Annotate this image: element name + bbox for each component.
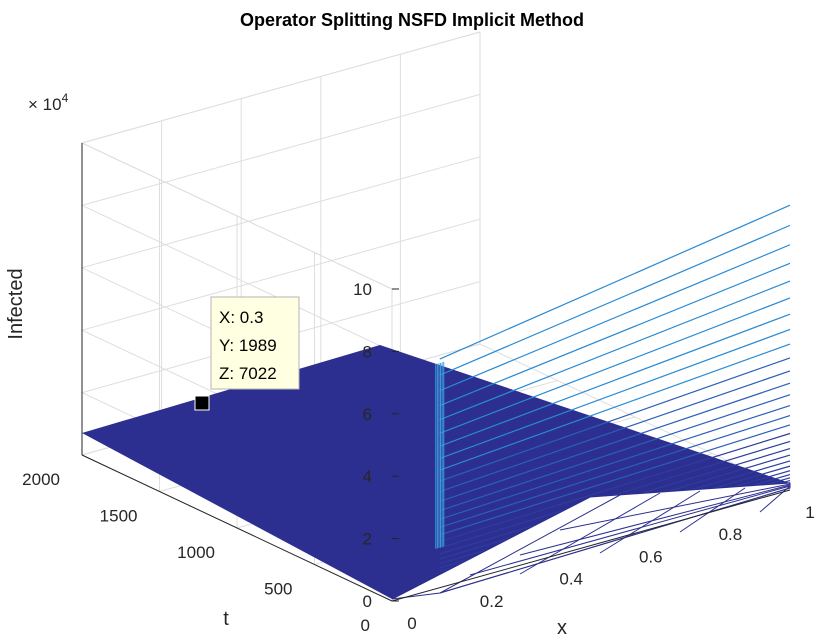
wall-line-horizontal: [439, 404, 791, 520]
t-axis-ticks: 0 500 1000 1500 2000: [22, 470, 370, 635]
z-tick-label: 2: [363, 530, 372, 549]
x-tick-label: 0.2: [480, 592, 504, 611]
z-tick-label: 6: [363, 405, 372, 424]
z-axis-label: Infected: [5, 268, 27, 339]
wall-line-horizontal: [439, 394, 791, 512]
valley-mesh: [391, 483, 791, 600]
datatip-box: [210, 296, 300, 390]
t-axis-label: t: [223, 608, 229, 630]
z-exponent-label: × 104: [28, 91, 69, 114]
wall-line-horizontal: [439, 262, 791, 407]
wall-line-horizontal: [439, 297, 791, 434]
wall-line-horizontal: [439, 224, 791, 376]
axes: [81, 143, 791, 602]
x-tick-label: 0: [407, 614, 416, 633]
wall-line-horizontal: [439, 424, 791, 536]
x-tick-label: 1: [805, 503, 814, 522]
wall-line-horizontal: [439, 440, 791, 549]
t-tick-label: 0: [361, 616, 370, 635]
valley-mesh-line: [469, 485, 791, 576]
x-axis-ticks: 0 0.2 0.4 0.6 0.8 1: [407, 503, 814, 633]
wall-line-horizontal: [439, 280, 791, 421]
datatip-z: Z: 7022: [219, 364, 277, 383]
x-tick-label: 0.8: [719, 525, 743, 544]
z-tick-label: 8: [363, 342, 372, 361]
t-tick-label: 1500: [100, 507, 138, 526]
valley-mesh-line: [599, 490, 701, 554]
grid-top-edge: [80, 31, 481, 290]
wall-line-horizontal: [439, 414, 791, 528]
datatip[interactable]: X: 0.3 Y: 1989 Z: 7022: [194, 296, 300, 411]
valley-mesh-line: [439, 487, 791, 594]
x-axis-label: x: [557, 617, 567, 639]
datatip-y: Y: 1989: [219, 336, 277, 355]
wall-line-horizontal: [439, 357, 791, 482]
wall-line-horizontal: [439, 432, 791, 543]
t-tick-label: 2000: [22, 470, 60, 489]
valley-mesh-line: [519, 492, 661, 575]
t-tick-label: 1000: [177, 543, 215, 562]
datatip-marker[interactable]: [194, 395, 210, 411]
wall-line-horizontal: [439, 382, 791, 503]
valley-mesh-line: [559, 483, 791, 531]
t-tick-label: 500: [264, 580, 292, 599]
grid-line-z: [80, 31, 481, 290]
z-tick-label: 10: [353, 280, 372, 299]
wall-line-horizontal: [439, 204, 791, 360]
valley-mesh-line: [439, 494, 621, 594]
x-tick-label: 0.4: [559, 570, 583, 589]
wall-line-horizontal: [439, 244, 791, 392]
valley-mesh-line: [759, 485, 791, 513]
chart-title: Operator Splitting NSFD Implicit Method: [240, 10, 584, 30]
valley-mesh-line: [519, 484, 791, 556]
x-tick-label: 0.6: [639, 547, 663, 566]
wall-line-horizontal: [439, 343, 791, 471]
z-axis-ticks: 0 2 4 6 8 10: [353, 280, 399, 611]
wall-line-horizontal: [439, 328, 791, 460]
z-tick-label: 0: [363, 592, 372, 611]
z-tick-label: 4: [363, 467, 372, 486]
datatip-x: X: 0.3: [219, 308, 263, 327]
wall-line-horizontal: [439, 313, 791, 447]
valley-mesh-line: [391, 496, 591, 600]
wall-line-horizontal: [439, 370, 791, 493]
